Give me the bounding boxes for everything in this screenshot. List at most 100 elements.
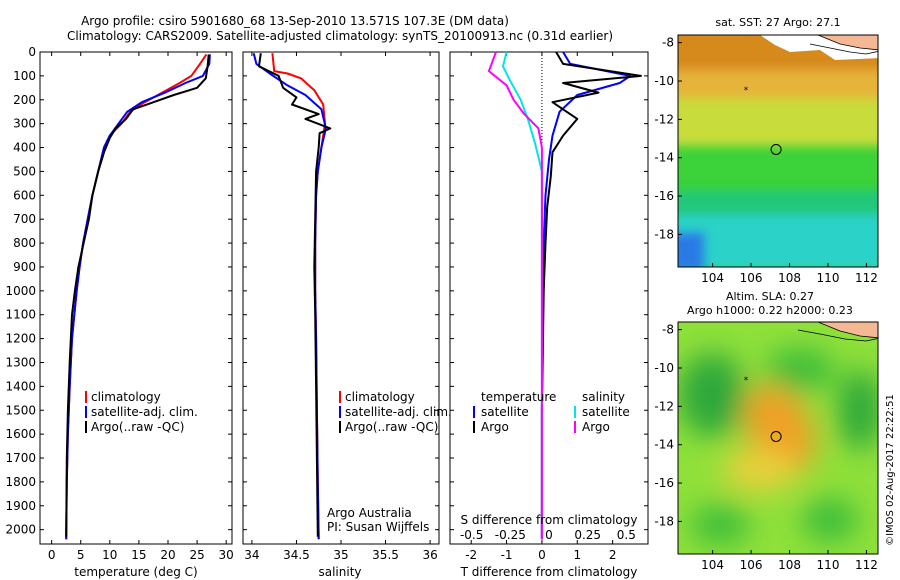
ytick-label: 100 xyxy=(13,69,36,83)
ytick-label: 800 xyxy=(13,236,36,250)
sla-map-title: Altim. SLA: 0.27 xyxy=(726,290,814,303)
legend-label-climatology: climatology xyxy=(91,390,161,404)
xtick-label: 2 xyxy=(609,548,617,562)
xtick-label: 5 xyxy=(77,548,85,562)
sla-small-island: * xyxy=(744,376,749,386)
sla-argo-marker xyxy=(770,431,782,442)
map-xtick-label: 106 xyxy=(740,558,763,572)
map-ytick-label: -16 xyxy=(654,189,674,203)
map-xtick-label: 104 xyxy=(701,558,724,572)
header-line1: Argo profile: csiro 5901680_68 13-Sep-20… xyxy=(81,14,509,28)
imos-watermark: ©IMOS 02-Aug-2017 22:22:51 xyxy=(885,394,896,546)
temperature-xticks: 0 5 10 15 20 25 30 xyxy=(48,52,234,562)
sla-land xyxy=(817,322,878,339)
map-xtick-label: 112 xyxy=(855,558,878,572)
sal-legend-label-climatology: climatology xyxy=(345,390,415,404)
sla-map-title2: Argo h1000: 0.22 h2000: 0.23 xyxy=(687,304,853,317)
difference-panel: -2 -1 0 1 2 -0.5 -0.25 0 0.25 0.5 S difference f… xyxy=(449,51,649,579)
ytick-label: 1500 xyxy=(5,403,36,417)
temperature-series xyxy=(65,53,211,540)
ytick-label: 0 xyxy=(28,45,36,59)
map-xtick-label: 108 xyxy=(778,271,801,285)
xtick-label: 35 xyxy=(333,548,348,562)
difference-series xyxy=(487,51,642,540)
map-ytick-label: -8 xyxy=(662,323,674,337)
xtick-label: 20 xyxy=(160,548,175,562)
legend-salinity-title: salinity xyxy=(582,390,625,404)
xtick-label: 35.5 xyxy=(372,548,399,562)
s-tick-label: -0.5 xyxy=(460,528,483,542)
salinity-xticks: 34 34.5 35 35.5 36 xyxy=(243,51,439,562)
map-xtick-label: 106 xyxy=(740,271,763,285)
ytick-label: 600 xyxy=(13,188,36,202)
sst-field: * xyxy=(678,35,878,267)
xtick-label: 36 xyxy=(422,548,437,562)
ytick-label: 400 xyxy=(13,141,36,155)
sla-coastline xyxy=(797,329,878,342)
legend-s-argo-label: Argo xyxy=(582,420,610,434)
map-ytick-label: -16 xyxy=(654,476,674,490)
s-tick-label: 0.25 xyxy=(574,528,601,542)
map-ytick-label: -18 xyxy=(654,514,674,528)
ytick-label: 1800 xyxy=(5,475,36,489)
legend-temperature-title: temperature xyxy=(481,390,556,404)
s-tick-label: 0 xyxy=(545,528,553,542)
series-line xyxy=(540,51,642,540)
sal-legend-label-satellite: satellite-adj. clim. xyxy=(345,405,452,419)
series-line xyxy=(258,53,332,537)
difference-legend: temperature satellite Argo salinity sate… xyxy=(473,390,630,434)
sst-coastline xyxy=(809,43,878,55)
ytick-label: 700 xyxy=(13,212,36,226)
legend-t-argo-label: Argo xyxy=(481,420,509,434)
ytick-label: 900 xyxy=(13,260,36,274)
sla-low-east xyxy=(838,370,878,450)
map-ytick-label: -8 xyxy=(662,36,674,50)
ytick-label: 1700 xyxy=(5,451,36,465)
sst-map-ticks: 104 106 108 110 112 -8 -10 -12 -14 -16 -18 xyxy=(654,36,878,285)
map-ytick-label: -10 xyxy=(654,74,674,88)
ytick-label: 1100 xyxy=(5,308,36,322)
temperature-xlabel: temperature (deg C) xyxy=(74,565,197,579)
series-line xyxy=(65,54,211,540)
sla-high-south xyxy=(722,448,798,492)
t-difference-label: T difference from climatology xyxy=(460,565,638,579)
map-xtick-label: 110 xyxy=(817,558,840,572)
temperature-panel: 0 5 10 15 20 25 30 0 100 200 300 400 500 600 700 800 90… xyxy=(5,45,233,579)
map-xtick-label: 110 xyxy=(817,271,840,285)
sst-map: sat. SST: 27 Argo: 27.1 * 104 106 108 110 11… xyxy=(654,16,879,285)
temperature-legend: climatology satellite-adj. clim. Argo(..… xyxy=(85,390,198,434)
sla-field: * xyxy=(678,322,878,554)
xtick-label: 30 xyxy=(219,548,234,562)
series-line xyxy=(65,53,208,540)
series-line xyxy=(65,54,210,537)
xtick-label: 10 xyxy=(102,548,117,562)
ytick-label: 500 xyxy=(13,164,36,178)
sla-low-southeast xyxy=(802,498,858,542)
sla-low-north xyxy=(765,348,835,392)
sst-map-frame xyxy=(677,34,879,268)
series-line xyxy=(487,51,543,540)
salinity-panel: 34 34.5 35 35.5 36 salinity climatology sate… xyxy=(242,51,452,579)
s-tick-label: 0.5 xyxy=(617,528,636,542)
ytick-label: 1000 xyxy=(5,284,36,298)
xtick-label: 15 xyxy=(131,548,146,562)
s-difference-label: S difference from climatology xyxy=(461,513,638,527)
difference-s-ticks: -0.5 -0.25 0 0.25 0.5 xyxy=(460,528,636,542)
sst-argo-marker xyxy=(770,144,782,155)
legend-t-satellite-label: satellite xyxy=(481,405,529,419)
xtick-label: -2 xyxy=(465,548,477,562)
xtick-label: 34.5 xyxy=(283,548,310,562)
sst-cyan-band xyxy=(678,215,878,267)
sst-land xyxy=(817,35,878,51)
s-tick-label: -0.25 xyxy=(495,528,526,542)
sst-orange-band xyxy=(678,70,878,100)
ytick-label: 1400 xyxy=(5,379,36,393)
sla-low-west xyxy=(678,353,746,437)
xtick-label: 0 xyxy=(48,548,56,562)
sal-legend-label-argo: Argo(..raw -QC) xyxy=(345,420,438,434)
series-line xyxy=(540,51,632,540)
ytick-label: 1600 xyxy=(5,427,36,441)
sla-low-southwest xyxy=(690,505,750,545)
ytick-label: 2000 xyxy=(5,523,36,537)
